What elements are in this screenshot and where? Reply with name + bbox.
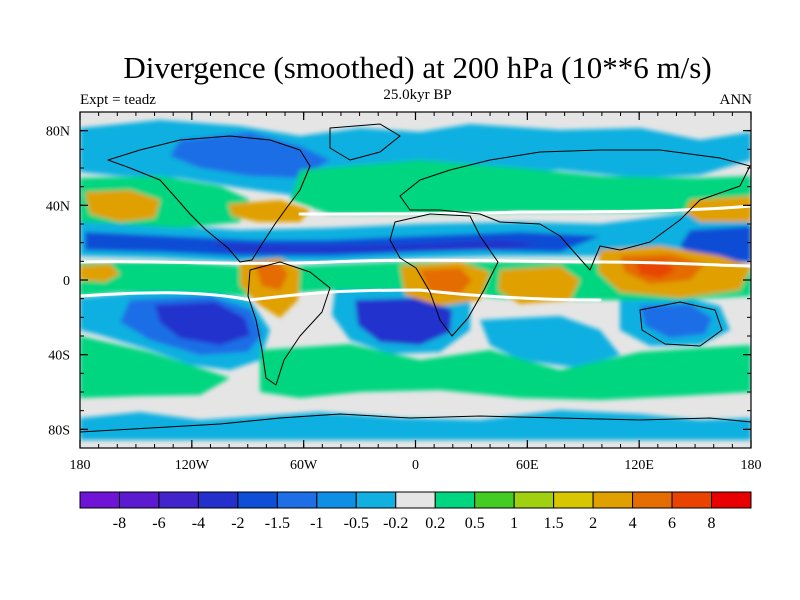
coastline-africa <box>389 213 499 337</box>
colorbar-label: -6 <box>152 515 165 532</box>
colorbar-label: 2 <box>589 515 597 532</box>
colorbar-label: 1 <box>510 515 518 532</box>
colorbar-swatch <box>474 491 515 509</box>
field-region <box>228 200 310 222</box>
lon-tick-label: 180 <box>70 458 91 473</box>
colorbar-swatch <box>355 491 397 509</box>
lon-tick-label: 120E <box>624 458 654 473</box>
field-region <box>80 410 751 440</box>
colorbar-label: -4 <box>192 515 205 532</box>
lon-tick-label: 0 <box>412 458 419 473</box>
zero-contour <box>80 288 602 302</box>
colorbar-swatch <box>671 491 713 509</box>
divergence-field <box>80 120 751 440</box>
map-subtitle: 25.0kyr BP <box>383 87 452 103</box>
field-region <box>255 262 288 290</box>
field-region <box>355 298 452 345</box>
field-region <box>480 316 620 368</box>
coastline-antarctica <box>80 413 751 433</box>
colorbar-label: -0.2 <box>383 515 408 532</box>
lat-tick-label: 40S <box>48 349 70 364</box>
colorbar-swatch <box>592 491 634 509</box>
lon-tick-label: 60W <box>290 458 318 473</box>
coastline-south-america <box>247 261 331 386</box>
field-region <box>640 304 712 338</box>
lon-tick-label: 120W <box>175 458 210 473</box>
coastline-eurasia <box>399 149 751 271</box>
colorbar-swatch <box>197 491 239 509</box>
coastline-north-america <box>107 135 311 263</box>
experiment-label: Expt = teadz <box>80 92 156 108</box>
colorbar-swatch <box>237 491 278 509</box>
zero-contours <box>80 204 751 302</box>
field-region <box>170 132 330 178</box>
colorbar: -8 -6 -4 -2 -1.5 -1 -0.5 -0.2 0.2 0.5 1 1.5 2 4 6 8 <box>79 491 752 532</box>
colorbar-swatch <box>118 491 160 509</box>
map-panel <box>80 112 751 448</box>
field-region <box>498 266 580 304</box>
lon-tick-label: 180 <box>741 458 762 473</box>
field-region <box>155 302 250 345</box>
colorbar-label: 0.5 <box>465 515 485 532</box>
field-region <box>420 268 472 294</box>
lat-tick-label: 80S <box>48 423 70 438</box>
colorbar-label: 1.5 <box>544 515 564 532</box>
field-region <box>290 160 751 214</box>
coastlines <box>80 123 751 433</box>
colorbar-swatch <box>316 491 357 509</box>
colorbar-swatch <box>711 491 752 509</box>
colorbar-swatch <box>158 491 199 509</box>
colorbar-swatch <box>79 491 120 509</box>
colorbar-swatch <box>395 491 436 509</box>
field-region <box>80 336 230 398</box>
colorbar-swatch <box>434 491 476 509</box>
colorbar-label: 4 <box>629 515 637 532</box>
lat-tick-label: 0 <box>63 274 70 289</box>
coastline-australia <box>639 301 723 347</box>
map-title: Divergence (smoothed) at 200 hPa (10**6 … <box>123 50 712 85</box>
colorbar-swatch <box>513 491 555 509</box>
colorbar-swatch <box>632 491 673 509</box>
field-region <box>80 264 120 282</box>
field-region <box>260 344 751 400</box>
field-region <box>85 190 160 222</box>
field-region <box>205 240 540 252</box>
colorbar-label: 0.2 <box>425 515 445 532</box>
colorbar-swatch <box>276 491 318 509</box>
coastline-greenland <box>329 123 401 161</box>
colorbar-label: -1 <box>310 515 323 532</box>
colorbar-label: -2 <box>231 515 244 532</box>
colorbar-label: 8 <box>708 515 716 532</box>
colorbar-label: -1.5 <box>265 515 290 532</box>
colorbar-label: -0.5 <box>344 515 369 532</box>
map-axes: 80N 40N 0 40S 80S 180 120W 60W 0 60E 120E 180 <box>46 111 762 473</box>
lat-tick-label: 40N <box>46 199 70 214</box>
colorbar-swatch <box>553 491 594 509</box>
colorbar-label: -8 <box>113 515 126 532</box>
lat-tick-label: 80N <box>46 125 70 140</box>
colorbar-label: 6 <box>668 515 676 532</box>
zero-contour <box>80 258 751 268</box>
season-label: ANN <box>719 92 753 108</box>
zero-contour <box>298 204 751 216</box>
lon-tick-label: 60E <box>516 458 539 473</box>
